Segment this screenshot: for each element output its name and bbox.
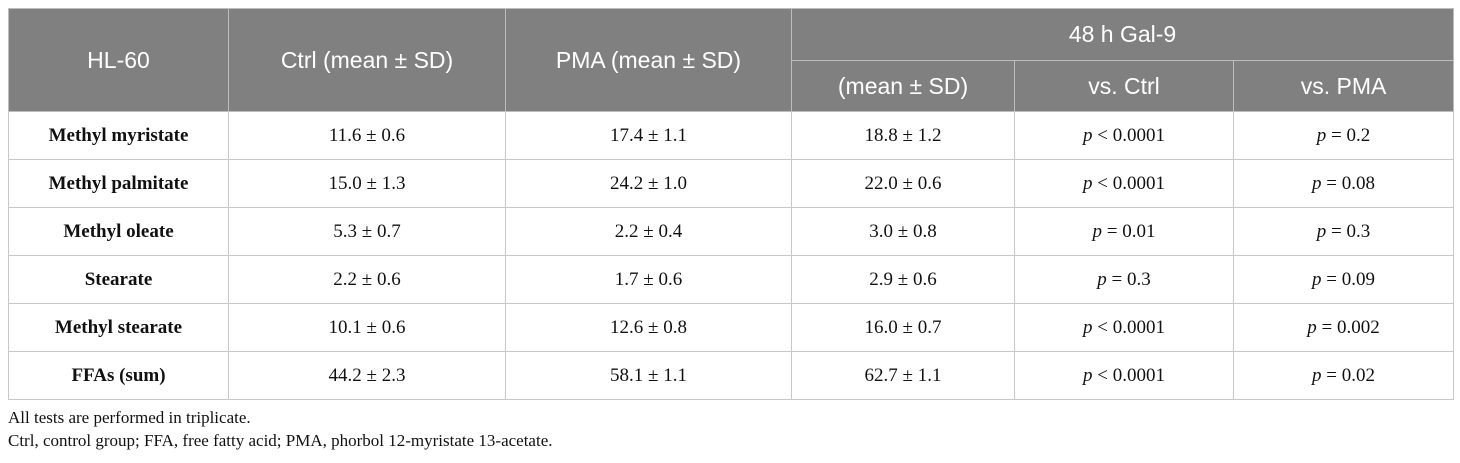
p-value-vs-ctrl: p < 0.0001 bbox=[1014, 111, 1234, 160]
p-value-text: = 0.2 bbox=[1326, 124, 1371, 146]
table-body: Methyl myristate 11.6 ± 0.6 17.4 ± 1.1 18.8… bbox=[8, 111, 1455, 400]
p-value-vs-pma: p = 0.09 bbox=[1232, 255, 1455, 304]
p-value-text: < 0.0001 bbox=[1092, 364, 1165, 386]
p-value-text: = 0.08 bbox=[1321, 172, 1375, 194]
p-value-text: = 0.09 bbox=[1321, 268, 1375, 290]
table-header: HL-60 Ctrl (mean ± SD) PMA (mean ± SD) 4… bbox=[8, 8, 1455, 112]
p-symbol: p bbox=[1312, 268, 1322, 290]
row-label: FFAs (sum) bbox=[8, 351, 229, 400]
p-value-vs-pma: p = 0.08 bbox=[1232, 159, 1455, 208]
pma-value: 1.7 ± 0.6 bbox=[505, 255, 792, 304]
row-label: Methyl oleate bbox=[8, 207, 229, 256]
gal9-value: 18.8 ± 1.2 bbox=[791, 111, 1015, 160]
ctrl-value: 2.2 ± 0.6 bbox=[228, 255, 506, 304]
p-value-vs-pma: p = 0.02 bbox=[1232, 351, 1455, 400]
p-symbol: p bbox=[1092, 220, 1103, 242]
p-value-text: < 0.0001 bbox=[1092, 172, 1165, 194]
p-value-text: = 0.01 bbox=[1102, 220, 1156, 242]
ctrl-value: 11.6 ± 0.6 bbox=[228, 111, 506, 160]
gal9-value: 3.0 ± 0.8 bbox=[791, 207, 1015, 256]
data-table: HL-60 Ctrl (mean ± SD) PMA (mean ± SD) 4… bbox=[8, 8, 1455, 400]
p-value-text: = 0.002 bbox=[1316, 316, 1380, 338]
row-label: Methyl stearate bbox=[8, 303, 229, 352]
p-value-vs-ctrl: p < 0.0001 bbox=[1014, 159, 1234, 208]
header-cell-vs-ctrl: vs. Ctrl bbox=[1014, 60, 1234, 112]
pma-value: 58.1 ± 1.1 bbox=[505, 351, 792, 400]
p-symbol: p bbox=[1097, 268, 1107, 290]
p-value-vs-pma: p = 0.3 bbox=[1232, 207, 1455, 256]
gal9-value: 16.0 ± 0.7 bbox=[791, 303, 1015, 352]
footnote-triplicate: All tests are performed in triplicate. bbox=[8, 408, 251, 427]
p-value-vs-ctrl: p < 0.0001 bbox=[1014, 351, 1234, 400]
header-cell-hl60: HL-60 bbox=[8, 8, 229, 112]
table-row: Methyl oleate 5.3 ± 0.7 2.2 ± 0.4 3.0 ± 0.8… bbox=[8, 207, 1455, 256]
gal9-value: 2.9 ± 0.6 bbox=[791, 255, 1015, 304]
gal9-value: 62.7 ± 1.1 bbox=[791, 351, 1015, 400]
gal9-value: 22.0 ± 0.6 bbox=[791, 159, 1015, 208]
p-value-vs-ctrl: p = 0.01 bbox=[1014, 207, 1234, 256]
ctrl-value: 10.1 ± 0.6 bbox=[228, 303, 506, 352]
p-value-vs-pma: p = 0.002 bbox=[1232, 303, 1455, 352]
table-row: Methyl myristate 11.6 ± 0.6 17.4 ± 1.1 18.8… bbox=[8, 111, 1455, 160]
row-label: Methyl myristate bbox=[8, 111, 229, 160]
table-row: FFAs (sum) 44.2 ± 2.3 58.1 ± 1.1 62.7 ± 1.1… bbox=[8, 351, 1455, 400]
pma-value: 2.2 ± 0.4 bbox=[505, 207, 792, 256]
p-symbol: p bbox=[1312, 364, 1322, 386]
ctrl-value: 44.2 ± 2.3 bbox=[228, 351, 506, 400]
p-symbol: p bbox=[1083, 316, 1093, 338]
p-symbol: p bbox=[1307, 316, 1317, 338]
table-row: Methyl palmitate 15.0 ± 1.3 24.2 ± 1.0 22.0… bbox=[8, 159, 1455, 208]
table-footnotes: All tests are performed in triplicate. C… bbox=[8, 406, 1453, 452]
p-value-text: = 0.3 bbox=[1106, 268, 1151, 290]
p-value-text: < 0.0001 bbox=[1092, 124, 1165, 146]
header-cell-gal9-mean: (mean ± SD) bbox=[791, 60, 1015, 112]
table-row: Stearate 2.2 ± 0.6 1.7 ± 0.6 2.9 ± 0.6 p = 0… bbox=[8, 255, 1455, 304]
p-value-text: = 0.3 bbox=[1326, 220, 1371, 242]
p-value-vs-ctrl: p = 0.3 bbox=[1014, 255, 1234, 304]
p-symbol: p bbox=[1316, 220, 1327, 242]
p-value-text: = 0.02 bbox=[1321, 364, 1375, 386]
p-value-text: < 0.0001 bbox=[1092, 316, 1165, 338]
pma-value: 17.4 ± 1.1 bbox=[505, 111, 792, 160]
header-cell-pma: PMA (mean ± SD) bbox=[505, 8, 792, 112]
p-value-vs-pma: p = 0.2 bbox=[1232, 111, 1455, 160]
row-label: Stearate bbox=[8, 255, 229, 304]
p-symbol: p bbox=[1312, 172, 1322, 194]
p-symbol: p bbox=[1316, 124, 1327, 146]
table-container: HL-60 Ctrl (mean ± SD) PMA (mean ± SD) 4… bbox=[8, 8, 1455, 452]
p-symbol: p bbox=[1083, 124, 1093, 146]
header-cell-vs-pma: vs. PMA bbox=[1232, 60, 1455, 112]
pma-value: 24.2 ± 1.0 bbox=[505, 159, 792, 208]
ctrl-value: 15.0 ± 1.3 bbox=[228, 159, 506, 208]
header-cell-gal9-group: 48 h Gal-9 bbox=[790, 8, 1455, 61]
pma-value: 12.6 ± 0.8 bbox=[505, 303, 792, 352]
row-label: Methyl palmitate bbox=[8, 159, 229, 208]
footnote-abbreviations: Ctrl, control group; FFA, free fatty aci… bbox=[8, 431, 553, 450]
p-value-vs-ctrl: p < 0.0001 bbox=[1014, 303, 1234, 352]
p-symbol: p bbox=[1083, 172, 1093, 194]
ctrl-value: 5.3 ± 0.7 bbox=[228, 207, 506, 256]
header-cell-ctrl: Ctrl (mean ± SD) bbox=[228, 8, 506, 112]
p-symbol: p bbox=[1083, 364, 1093, 386]
table-row: Methyl stearate 10.1 ± 0.6 12.6 ± 0.8 16.0 … bbox=[8, 303, 1455, 352]
